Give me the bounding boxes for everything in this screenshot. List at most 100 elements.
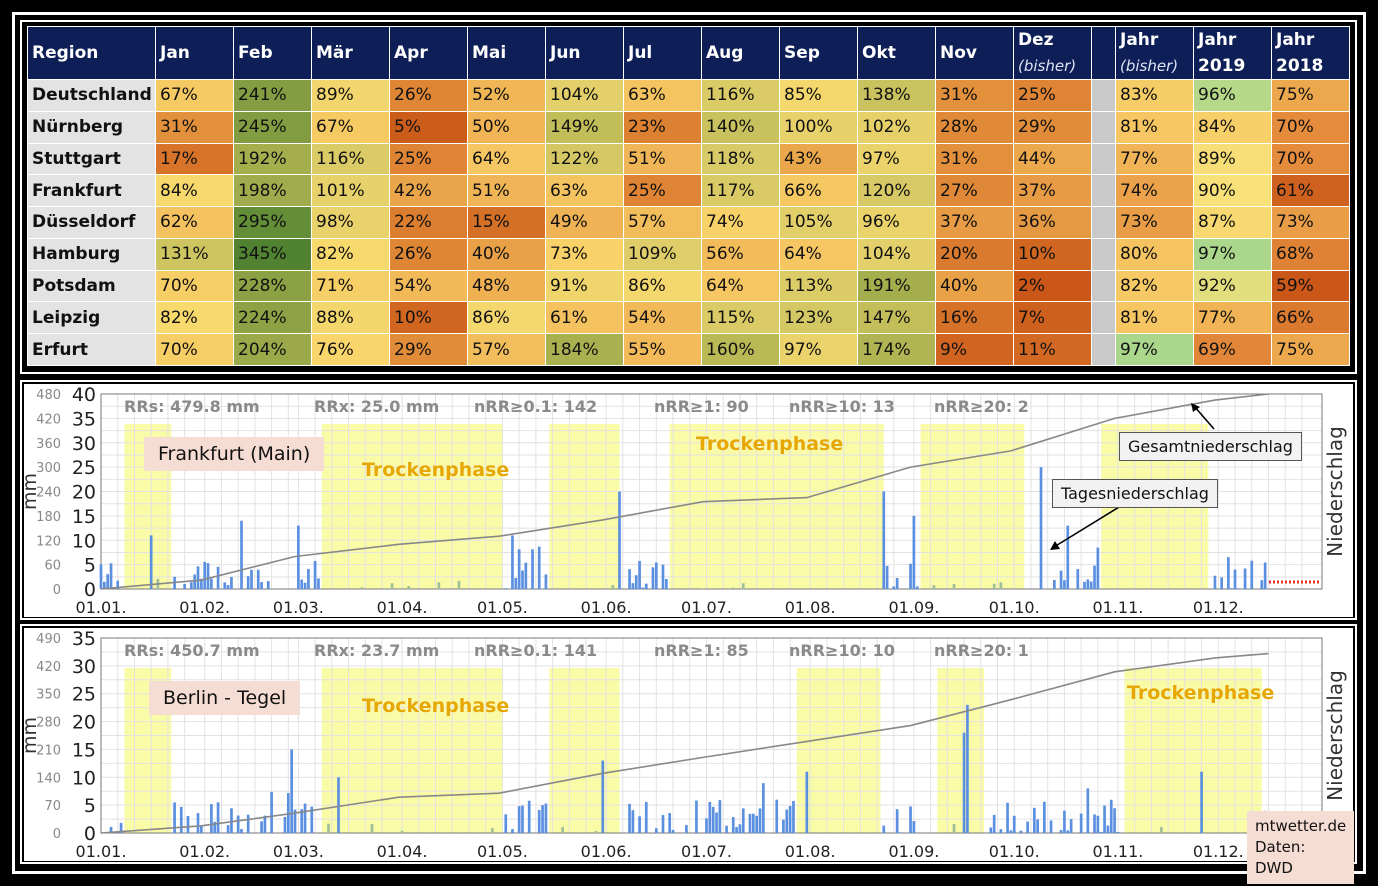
callout-daily: Tagesniederschlag	[1052, 479, 1218, 508]
x-tick-label: 01.04.	[377, 598, 428, 617]
value-cell: 69%	[1193, 333, 1272, 366]
daily-bar	[303, 803, 307, 833]
daily-bar	[1066, 830, 1070, 833]
chart-frankfurt: 0 5 10 15 20 25 30 35 40 0 60 120 180 240 300 360 420 480…	[19, 384, 1353, 617]
daily-bar	[915, 586, 919, 589]
daily-bar	[1036, 819, 1039, 833]
daily-tick-label: 5	[84, 795, 96, 817]
gap-cell	[1091, 142, 1116, 176]
value-cell: 140%	[701, 110, 780, 144]
total-tick-label: 180	[36, 510, 61, 525]
region-cell: Erfurt	[27, 333, 156, 366]
daily-bar	[504, 814, 508, 833]
daily-bar	[189, 582, 193, 589]
daily-bar	[360, 587, 364, 589]
gap-cell	[1091, 269, 1116, 303]
value-cell: 89%	[311, 79, 390, 112]
value-cell: 224%	[233, 301, 312, 335]
daily-bar	[735, 827, 738, 833]
daily-bar	[1086, 579, 1090, 589]
daily-bar	[307, 568, 310, 589]
stat-label: RRs: 479.8 mm	[124, 397, 260, 416]
daily-bar	[701, 588, 705, 589]
daily-bar	[210, 578, 213, 589]
daily-bar	[661, 815, 665, 833]
daily-bar	[1063, 580, 1066, 589]
daily-tick-label: 0	[84, 579, 96, 601]
value-cell: 43%	[779, 142, 858, 176]
daily-bar	[527, 800, 531, 833]
precipitation-table: Region Jan Feb Mär Apr Mai Jun Jul Aug Sep Okt Nov D…	[27, 26, 1350, 366]
value-cell: 55%	[623, 333, 702, 366]
region-cell: Nürnberg	[27, 110, 156, 144]
daily-bar	[561, 827, 564, 833]
daily-bar	[725, 825, 728, 833]
daily-bar	[1250, 560, 1254, 589]
header-cell: Sep	[779, 26, 858, 80]
daily-tick-label: 15	[72, 739, 96, 761]
daily-bar	[695, 800, 698, 833]
total-tick-label: 0	[53, 827, 61, 842]
daily-bar	[748, 813, 752, 833]
daily-bar	[1012, 815, 1016, 833]
region-cell: Potsdam	[27, 269, 156, 303]
gap-cell	[1091, 237, 1116, 271]
daily-bar	[601, 760, 605, 833]
table-row: Stuttgart 17% 192% 116% 25% 64% 122% 51% 118% 43%…	[27, 142, 1350, 176]
daily-bar	[989, 827, 993, 833]
total-tick-label: 70	[44, 799, 61, 814]
value-cell: 20%	[935, 237, 1014, 271]
x-tick-label: 01.01.	[76, 842, 127, 861]
value-cell: 25%	[1013, 79, 1092, 112]
table-row: Frankfurt 84% 198% 101% 42% 51% 63% 25% 117% 66% 1…	[27, 174, 1350, 208]
daily-bar	[290, 749, 294, 833]
value-cell: 73%	[1115, 206, 1194, 239]
daily-bar	[1059, 829, 1063, 833]
daily-bar	[246, 814, 250, 833]
stat-label: nRR≥10: 10	[789, 641, 895, 660]
gap-cell	[1091, 333, 1116, 366]
total-tick-label: 210	[36, 743, 61, 758]
chart-berlin-svg: 0510152025303507014021028035042049001.01…	[19, 628, 1347, 861]
daily-bar	[226, 585, 230, 589]
daily-bar	[537, 810, 541, 833]
x-tick-label: 01.02.	[179, 842, 230, 861]
value-cell: 31%	[155, 110, 234, 144]
value-cell: 70%	[155, 269, 234, 303]
total-tick-label: 350	[36, 688, 61, 703]
daily-bar	[1059, 570, 1063, 589]
value-cell: 26%	[389, 79, 468, 112]
value-cell: 198%	[233, 174, 312, 208]
daily-bar	[1053, 579, 1056, 589]
daily-bar	[524, 562, 528, 589]
value-cell: 92%	[1193, 269, 1272, 303]
value-cell: 61%	[545, 301, 624, 335]
daily-bar	[1243, 568, 1247, 589]
dry-phase-band	[321, 424, 503, 589]
daily-bar	[213, 821, 217, 833]
value-cell: 96%	[857, 206, 936, 239]
table-row: Nürnberg 31% 245% 67% 5% 50% 149% 23% 140% 100% 10…	[27, 110, 1350, 144]
daily-bar	[256, 569, 260, 589]
daily-bar	[1263, 562, 1267, 589]
region-cell: Stuttgart	[27, 142, 156, 176]
value-cell: 241%	[233, 79, 312, 112]
daily-bar	[751, 813, 755, 833]
daily-bar	[260, 821, 263, 833]
value-cell: 51%	[467, 174, 546, 208]
arrow-head	[1191, 403, 1200, 412]
header-label: Apr	[394, 43, 428, 63]
daily-bar	[310, 806, 314, 833]
value-cell: 138%	[857, 79, 936, 112]
value-cell: 147%	[857, 301, 936, 335]
value-cell: 77%	[1193, 301, 1272, 335]
daily-bar	[246, 576, 250, 589]
header-cell: Jahr 2019	[1193, 26, 1272, 80]
daily-bar	[511, 535, 514, 589]
header-label: Jan	[160, 43, 190, 63]
region-cell: Düsseldorf	[27, 206, 156, 239]
daily-tick-label: 5	[84, 555, 96, 577]
daily-bar	[223, 582, 227, 589]
daily-bar	[1043, 801, 1046, 833]
value-cell: 66%	[779, 174, 858, 208]
